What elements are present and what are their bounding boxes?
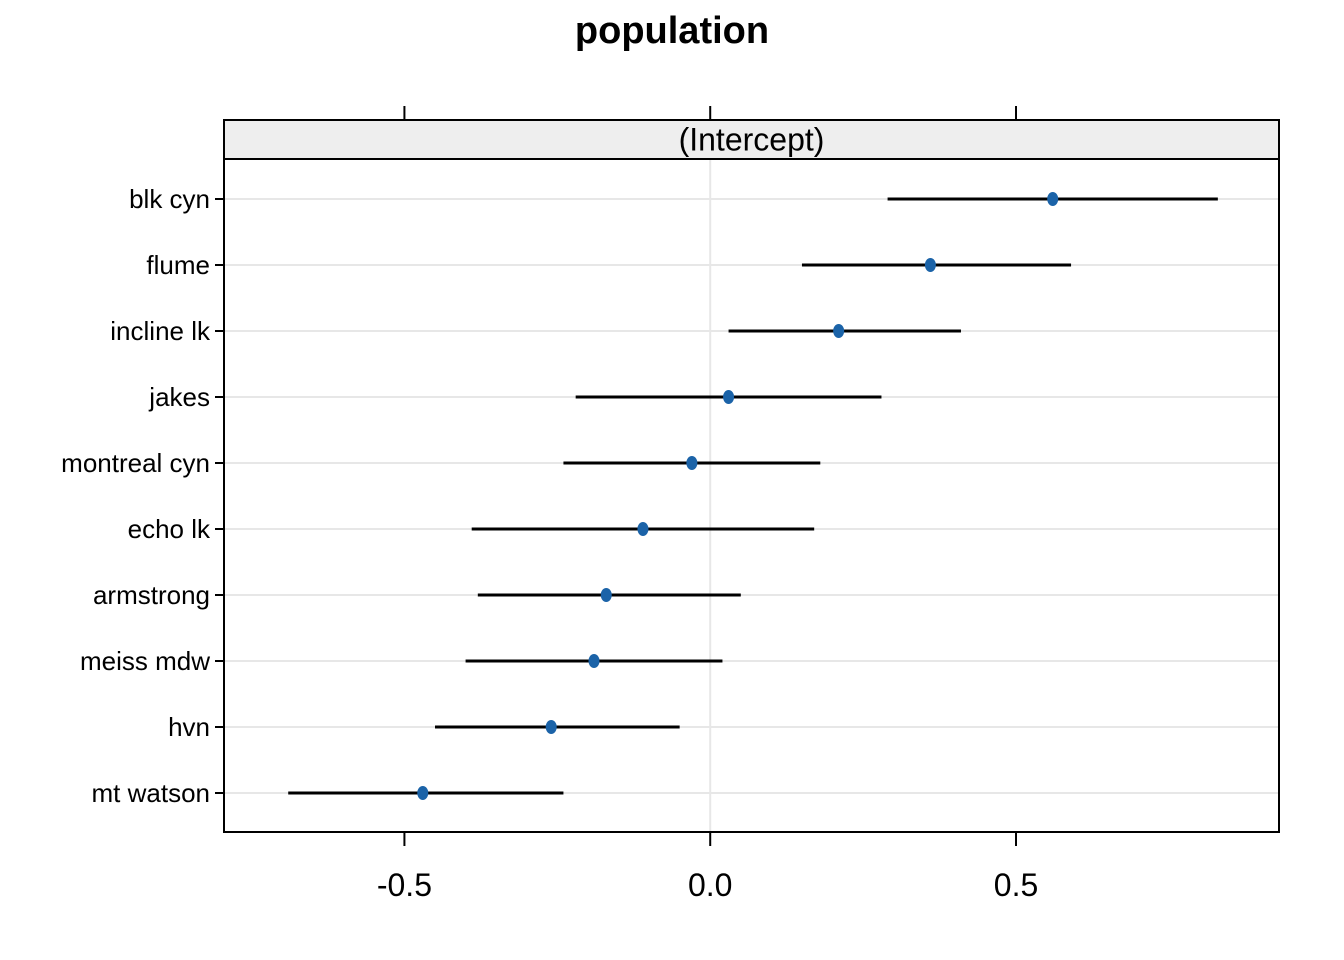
x-tick-label: 0.0 xyxy=(688,867,732,903)
strip xyxy=(223,119,1280,160)
category-label: hvn xyxy=(168,712,210,742)
category-label: flume xyxy=(146,250,210,280)
category-label: montreal cyn xyxy=(61,448,210,478)
panel-border xyxy=(223,158,1280,833)
point-dot xyxy=(686,456,698,470)
category-label: mt watson xyxy=(92,778,211,808)
point-dot xyxy=(924,258,936,272)
x-tick-label: -0.5 xyxy=(377,867,432,903)
category-label: meiss mdw xyxy=(80,646,210,676)
category-label: incline lk xyxy=(110,316,211,346)
strip-label: (Intercept) xyxy=(679,122,825,158)
point-dot xyxy=(1047,192,1059,206)
point-dot xyxy=(588,654,600,668)
category-label: blk cyn xyxy=(129,184,210,214)
point-dot xyxy=(417,786,429,800)
chart-title: population xyxy=(574,10,770,52)
point-dot xyxy=(637,522,649,536)
point-dot xyxy=(545,720,557,734)
x-tick-label: 0.5 xyxy=(994,867,1038,903)
category-label: armstrong xyxy=(93,580,210,610)
point-dot xyxy=(723,390,735,404)
category-label: jakes xyxy=(148,382,210,412)
point-dot xyxy=(833,324,845,338)
point-dot xyxy=(600,588,612,602)
category-label: echo lk xyxy=(128,514,211,544)
